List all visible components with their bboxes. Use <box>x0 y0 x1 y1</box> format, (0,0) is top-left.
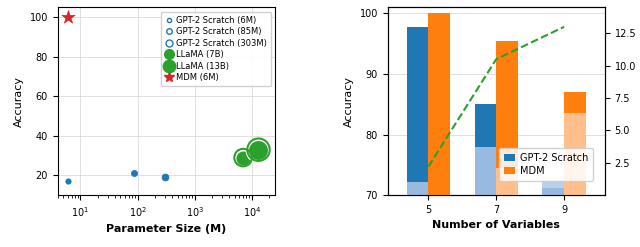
Bar <box>496 168 518 195</box>
Bar <box>496 41 518 195</box>
Point <box>238 156 248 160</box>
X-axis label: Parameter Size (M): Parameter Size (M) <box>106 224 227 234</box>
Bar <box>564 92 586 195</box>
Legend: GPT-2 Scratch (6M), GPT-2 Scratch (85M), GPT-2 Scratch (303M), LLaMA (7B), LLaMA: GPT-2 Scratch (6M), GPT-2 Scratch (85M),… <box>161 12 271 86</box>
Bar <box>542 188 564 195</box>
Point <box>63 15 73 19</box>
Point <box>238 156 248 160</box>
Point <box>160 175 170 179</box>
Bar <box>406 27 428 195</box>
Bar <box>474 104 496 195</box>
Point <box>253 148 264 152</box>
Bar <box>542 180 564 195</box>
Point <box>63 179 73 183</box>
Bar <box>428 14 450 195</box>
Bar <box>406 182 428 195</box>
Y-axis label: Accuracy: Accuracy <box>14 76 24 127</box>
Legend: GPT-2 Scratch, MDM: GPT-2 Scratch, MDM <box>499 148 593 181</box>
Bar <box>474 147 496 195</box>
X-axis label: Number of Variables: Number of Variables <box>432 220 560 230</box>
Point <box>253 148 264 152</box>
Y-axis label: Accuracy: Accuracy <box>344 76 354 127</box>
Point <box>129 171 139 175</box>
Bar <box>564 113 586 195</box>
